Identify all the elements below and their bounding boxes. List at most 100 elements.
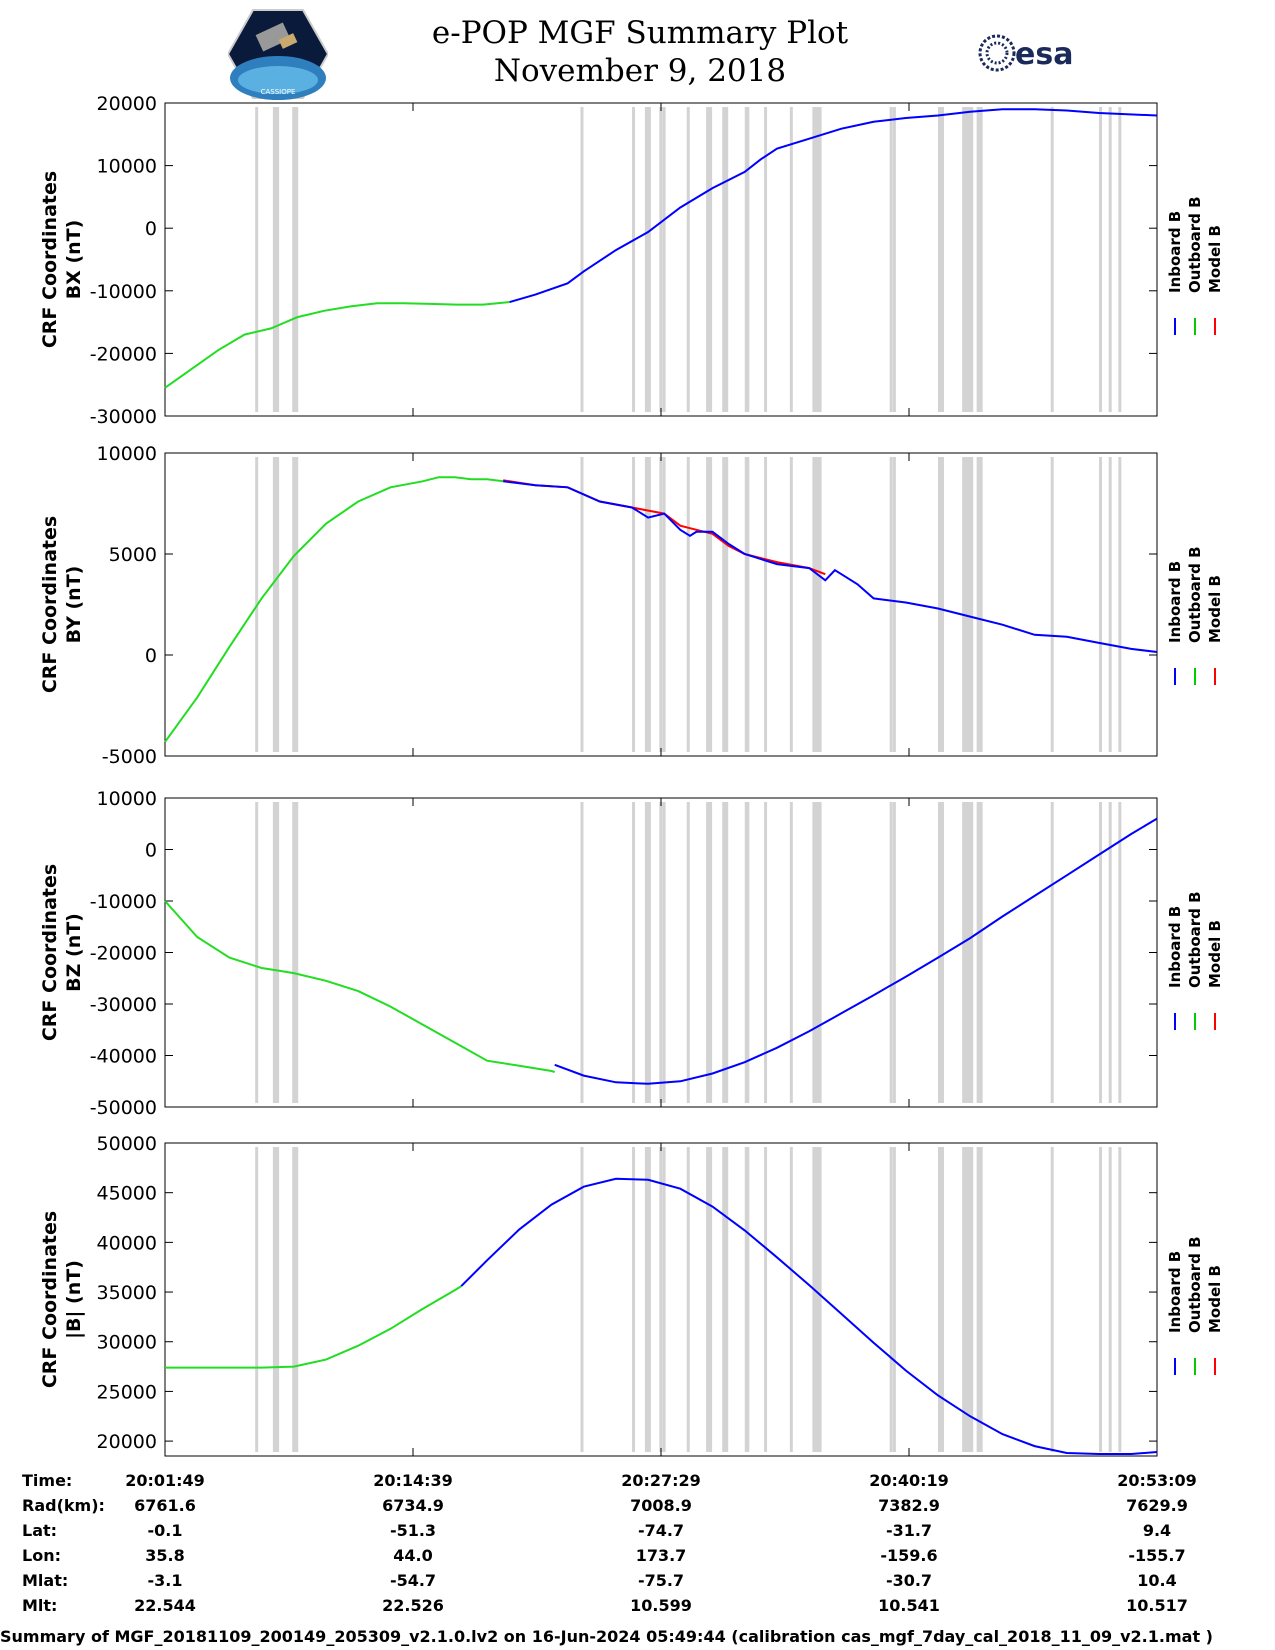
data-gap-bar <box>1118 107 1122 412</box>
data-gap-bar <box>662 107 666 412</box>
data-gap-bar <box>1108 107 1112 412</box>
data-gap-bar <box>746 802 750 1103</box>
data-gap-bar <box>686 107 690 412</box>
data-gap-bar <box>644 1147 651 1452</box>
legend-label: Model B <box>1206 225 1224 293</box>
y-tick-label: 20000 <box>97 1431 157 1453</box>
data-gap-bar <box>965 802 972 1103</box>
data-gap-bar <box>963 457 967 752</box>
orbit-info-value: 6734.9 <box>382 1496 444 1515</box>
y-tick-label: 10000 <box>97 156 157 178</box>
data-gap-bar <box>1099 107 1103 412</box>
data-gap-bar <box>892 457 896 752</box>
orbit-info-value: 7382.9 <box>878 1496 940 1515</box>
y-tick-label: 0 <box>145 840 157 862</box>
data-gap-bar <box>764 1147 768 1452</box>
data-gap-bar <box>1099 1147 1103 1452</box>
data-gap-bar <box>746 107 750 412</box>
orbit-info-value: 7629.9 <box>1126 1496 1188 1515</box>
data-gap-bar <box>1099 457 1103 752</box>
orbit-info-value: 20:53:09 <box>1117 1471 1197 1490</box>
data-gap-bar <box>889 107 893 412</box>
data-gap-bar <box>970 107 974 412</box>
data-gap-bar <box>1118 1147 1122 1452</box>
data-gap-bar <box>976 457 983 752</box>
y-tick-label: -5000 <box>102 746 157 768</box>
data-gap-bar <box>744 107 748 412</box>
data-gap-bar <box>662 802 666 1103</box>
data-gap-bar <box>255 107 259 412</box>
data-gap-bar <box>965 457 972 752</box>
series-line-inboard-b <box>509 108 1158 304</box>
data-gap-bar <box>686 802 690 1103</box>
orbit-info-label: Lon: <box>22 1546 61 1565</box>
y-tick-label: -40000 <box>90 1046 157 1068</box>
panel-4: 50000 45000 40000 35000 30000 25000 20000 CRF C… <box>39 1133 1224 1457</box>
data-gap-bar <box>889 802 893 1103</box>
data-gap-bar <box>892 107 896 412</box>
legend-label: Model B <box>1206 1265 1224 1333</box>
legend-label: Outboard B <box>1186 891 1204 988</box>
data-gap-bar <box>976 1147 983 1452</box>
data-gap-bar <box>1118 802 1122 1103</box>
y-axis-label: CRF Coordinates BX (nT) <box>39 171 85 348</box>
y-axis-label-line1: CRF Coordinates <box>39 516 61 693</box>
y-tick-label: 25000 <box>97 1381 157 1403</box>
legend-label: Outboard B <box>1186 546 1204 643</box>
data-gap-bar <box>817 107 821 412</box>
series-line-outboard-b <box>164 900 555 1073</box>
data-gap-bar <box>722 107 729 412</box>
data-gap-bar <box>644 107 651 412</box>
data-gap-bar <box>580 457 584 752</box>
data-gap-bar <box>276 802 280 1103</box>
data-gap-bar <box>744 1147 748 1452</box>
esa-logo-icon: esa <box>978 34 1073 72</box>
legend: Inboard B Outboard B Model B <box>1166 1236 1224 1375</box>
y-tick-label: 10000 <box>97 443 157 465</box>
series-line-inboard-b <box>460 1177 1158 1455</box>
orbit-info-value: 9.4 <box>1143 1521 1171 1540</box>
y-axis-label-line1: CRF Coordinates <box>39 171 61 348</box>
legend-label: Inboard B <box>1166 906 1184 988</box>
plot-title: e-POP MGF Summary Plot <box>431 15 849 51</box>
y-tick-label: -10000 <box>90 891 157 913</box>
y-tick-label: 0 <box>145 645 157 667</box>
orbit-info-label: Mlt: <box>22 1596 57 1615</box>
orbit-info-value: -51.3 <box>390 1521 436 1540</box>
series-line-outboard-b <box>164 301 510 389</box>
data-gap-bar <box>276 1147 280 1452</box>
data-gap-bar <box>937 1147 944 1452</box>
esa-logo-text: esa <box>1015 37 1073 72</box>
data-gap-bar <box>276 457 280 752</box>
data-gap-bar <box>1099 802 1103 1103</box>
data-gap-bar <box>962 457 966 752</box>
orbit-info-value: 22.526 <box>382 1596 444 1615</box>
plot-date: November 9, 2018 <box>493 53 787 89</box>
plot-title-block: e-POP MGF Summary Plot November 9, 2018 <box>400 14 880 90</box>
series-line-outboard-b <box>165 1285 462 1369</box>
legend-label: Inboard B <box>1166 561 1184 643</box>
y-tick-label: -20000 <box>90 343 157 365</box>
y-tick-label: 20000 <box>97 93 157 115</box>
data-gap-bar <box>1108 802 1112 1103</box>
orbit-info-value: -3.1 <box>148 1571 183 1590</box>
y-tick-label: 0 <box>145 218 157 240</box>
data-gap-bar <box>812 1147 819 1452</box>
y-tick-label: 5000 <box>109 544 157 566</box>
data-gap-bar <box>580 107 584 412</box>
y-axis-label: CRF Coordinates |B| (nT) <box>39 1211 85 1388</box>
data-gap-bar <box>272 457 279 752</box>
orbit-info-value: -159.6 <box>880 1546 937 1565</box>
orbit-info-value: 20:01:49 <box>125 1471 205 1490</box>
data-gap-bar <box>272 802 279 1103</box>
data-gap-bar <box>659 107 663 412</box>
data-gap-bar <box>937 457 944 752</box>
data-gap-bar <box>962 107 966 412</box>
orbit-info-label: Rad(km): <box>22 1496 105 1515</box>
data-gap-bar <box>632 802 636 1103</box>
data-gap-bar <box>722 1147 729 1452</box>
orbit-info-value: 10.541 <box>878 1596 940 1615</box>
orbit-info-value: 10.599 <box>630 1596 692 1615</box>
data-gap-bar <box>962 1147 966 1452</box>
data-gap-bar <box>1050 107 1054 412</box>
